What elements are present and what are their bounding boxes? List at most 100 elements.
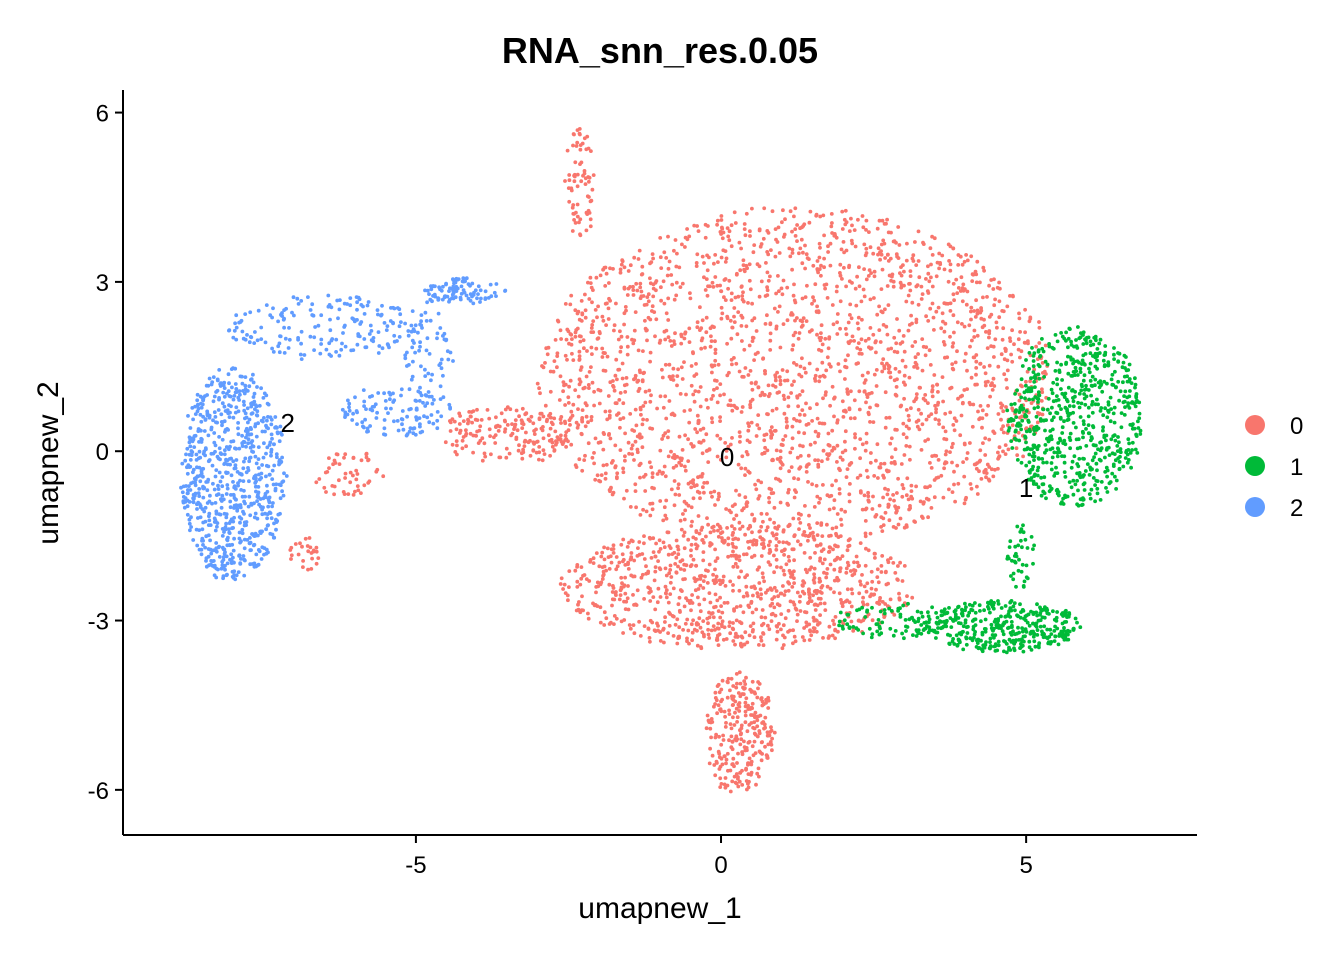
point-cluster-0 xyxy=(698,428,703,432)
point-cluster-0 xyxy=(621,559,625,564)
point-cluster-0 xyxy=(616,337,621,342)
point-cluster-0 xyxy=(854,554,859,559)
point-cluster-0 xyxy=(739,313,744,318)
point-cluster-0 xyxy=(563,433,568,438)
point-cluster-1 xyxy=(1043,450,1047,455)
point-cluster-0 xyxy=(740,783,745,787)
point-cluster-1 xyxy=(1078,335,1083,340)
point-cluster-0 xyxy=(972,462,977,467)
point-cluster-0 xyxy=(974,272,979,277)
point-cluster-0 xyxy=(568,416,573,420)
point-cluster-0 xyxy=(916,418,921,423)
point-cluster-2 xyxy=(180,461,185,466)
point-cluster-0 xyxy=(613,373,618,378)
point-cluster-2 xyxy=(199,552,204,557)
point-cluster-0 xyxy=(741,506,746,511)
point-cluster-0 xyxy=(886,303,891,307)
point-cluster-1 xyxy=(903,618,908,622)
point-cluster-0 xyxy=(755,714,760,719)
point-cluster-0 xyxy=(840,399,845,404)
point-cluster-0 xyxy=(819,331,823,335)
point-cluster-0 xyxy=(783,434,788,438)
point-cluster-2 xyxy=(217,555,222,559)
point-cluster-0 xyxy=(971,402,976,407)
point-cluster-0 xyxy=(878,465,883,470)
point-cluster-1 xyxy=(1031,634,1036,639)
point-cluster-0 xyxy=(575,311,580,316)
point-cluster-0 xyxy=(815,543,820,548)
point-cluster-0 xyxy=(568,302,573,307)
point-cluster-0 xyxy=(595,315,599,320)
point-cluster-0 xyxy=(724,761,728,766)
point-cluster-0 xyxy=(759,592,764,597)
point-cluster-0 xyxy=(351,493,356,497)
point-cluster-0 xyxy=(818,496,822,501)
point-cluster-1 xyxy=(1077,360,1081,365)
point-cluster-0 xyxy=(987,283,991,288)
point-cluster-0 xyxy=(685,639,689,644)
point-cluster-0 xyxy=(997,315,1002,320)
point-cluster-0 xyxy=(926,437,930,442)
point-cluster-0 xyxy=(593,436,598,441)
point-cluster-0 xyxy=(577,382,582,387)
point-cluster-0 xyxy=(1044,372,1048,376)
point-cluster-1 xyxy=(1044,460,1049,465)
point-cluster-0 xyxy=(668,580,673,585)
point-cluster-0 xyxy=(980,425,984,430)
point-cluster-0 xyxy=(731,549,735,554)
point-cluster-0 xyxy=(912,399,916,404)
point-cluster-0 xyxy=(705,581,710,585)
point-cluster-0 xyxy=(633,310,638,314)
point-cluster-0 xyxy=(621,416,626,420)
point-cluster-0 xyxy=(913,240,917,244)
point-cluster-0 xyxy=(1010,423,1015,428)
point-cluster-0 xyxy=(577,334,582,338)
point-cluster-1 xyxy=(947,606,951,610)
point-cluster-0 xyxy=(651,550,656,554)
point-cluster-0 xyxy=(621,631,625,635)
point-cluster-0 xyxy=(953,499,957,504)
point-cluster-0 xyxy=(714,732,718,737)
point-cluster-0 xyxy=(720,619,725,624)
point-cluster-0 xyxy=(642,597,646,601)
point-cluster-0 xyxy=(457,422,462,426)
point-cluster-0 xyxy=(827,335,832,340)
point-cluster-1 xyxy=(1044,496,1048,501)
point-cluster-1 xyxy=(904,629,908,633)
point-cluster-0 xyxy=(697,602,702,607)
point-cluster-0 xyxy=(631,288,636,292)
point-cluster-1 xyxy=(1088,339,1093,344)
point-cluster-0 xyxy=(676,602,681,607)
point-cluster-0 xyxy=(751,593,755,598)
point-cluster-0 xyxy=(672,297,677,302)
point-cluster-0 xyxy=(612,323,617,328)
point-cluster-1 xyxy=(990,627,995,632)
point-cluster-0 xyxy=(724,449,729,453)
point-cluster-0 xyxy=(845,587,850,592)
point-cluster-0 xyxy=(516,448,521,453)
point-cluster-1 xyxy=(867,626,872,631)
point-cluster-0 xyxy=(750,539,755,544)
point-cluster-0 xyxy=(824,368,829,373)
point-cluster-0 xyxy=(704,726,709,731)
point-cluster-0 xyxy=(581,173,585,178)
point-cluster-0 xyxy=(717,494,721,499)
point-cluster-0 xyxy=(1009,352,1013,357)
point-cluster-0 xyxy=(819,335,823,340)
point-cluster-0 xyxy=(697,531,702,536)
point-cluster-0 xyxy=(623,575,627,580)
point-cluster-0 xyxy=(969,486,974,491)
point-cluster-1 xyxy=(1056,441,1061,445)
point-cluster-0 xyxy=(768,348,773,352)
point-cluster-0 xyxy=(648,513,653,518)
point-cluster-0 xyxy=(578,582,583,587)
point-cluster-2 xyxy=(231,459,236,464)
point-cluster-1 xyxy=(1029,535,1034,539)
point-cluster-0 xyxy=(743,682,748,686)
point-cluster-0 xyxy=(637,552,642,557)
point-cluster-0 xyxy=(960,262,965,267)
point-cluster-1 xyxy=(1018,646,1022,650)
point-cluster-0 xyxy=(710,420,715,425)
point-cluster-0 xyxy=(825,567,830,571)
point-cluster-0 xyxy=(743,713,748,718)
